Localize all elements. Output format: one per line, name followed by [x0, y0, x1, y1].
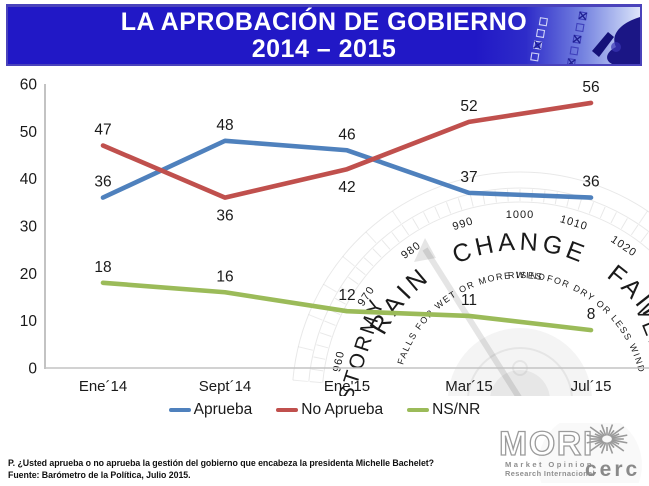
- legend-label: Aprueba: [193, 401, 253, 418]
- watermark-word-change: CHANGE: [449, 228, 588, 270]
- svg-text:CHANGE: CHANGE: [449, 228, 592, 270]
- mori-logo: MORI Market Opinion Research Internacion…: [498, 424, 595, 478]
- y-tick-label: 30: [20, 219, 38, 236]
- check-marks: [533, 11, 588, 64]
- data-label: 8: [587, 306, 596, 323]
- footnote: P. ¿Usted aprueba o no aprueba la gestió…: [8, 458, 434, 481]
- legend-label: NS/NR: [432, 401, 481, 418]
- logos-block: MORI Market Opinion Research Internacion…: [495, 423, 649, 483]
- x-tick-label: Mar´15: [445, 378, 493, 395]
- x-tick-label: Sept´14: [199, 378, 252, 395]
- legend-item-aprueba: Aprueba: [168, 401, 253, 419]
- legend: Aprueba No Aprueba NS/NR: [0, 399, 649, 421]
- mori-logo-text: MORI: [499, 425, 594, 463]
- y-tick-label: 50: [20, 124, 38, 141]
- barometer-hub: [448, 328, 592, 396]
- hand-with-pen: [592, 17, 640, 64]
- data-label: 36: [216, 208, 233, 225]
- legend-dash: [276, 407, 299, 413]
- legend-dash: [407, 407, 430, 413]
- survey-question: P. ¿Usted aprueba o no aprueba la gestió…: [8, 458, 434, 468]
- data-label: 56: [582, 79, 599, 96]
- legend-label: No Aprueba: [301, 401, 384, 418]
- cerc-logo: cerc: [585, 424, 640, 481]
- y-tick-label: 10: [20, 313, 38, 330]
- data-label: 36: [94, 174, 111, 191]
- legend-item-no-aprueba: No Aprueba: [276, 401, 383, 419]
- legend-dash: [168, 407, 191, 413]
- mori-subtitle-2: Research Internacional: [505, 469, 595, 478]
- data-label: 37: [460, 169, 477, 186]
- data-label: 11: [461, 292, 477, 309]
- mori-subtitle-1: Market Opinion: [505, 460, 594, 469]
- barometer-watermark: 960 970 980 990 1000 1010 1020 RAIN CHAN…: [292, 171, 649, 396]
- data-label: 46: [338, 126, 355, 143]
- y-tick-label: 0: [28, 361, 37, 378]
- watermark-number: 1020: [609, 234, 639, 260]
- line-chart: 960 970 980 990 1000 1010 1020 RAIN CHAN…: [20, 77, 649, 396]
- x-tick-label: Ene´14: [79, 378, 127, 395]
- y-tick-label: 20: [20, 266, 38, 283]
- y-tick-label: 40: [20, 171, 38, 188]
- data-label: 36: [582, 174, 599, 191]
- cerc-logo-text: cerc: [585, 458, 640, 481]
- watermark-number: 1000: [506, 209, 534, 221]
- data-label: 42: [338, 179, 355, 196]
- series-line-ns-nr: [100, 280, 594, 333]
- data-label: 18: [94, 259, 111, 276]
- source-note: Fuente: Barómetro de la Política, Julio …: [8, 469, 191, 480]
- barometer-needle: [414, 238, 522, 396]
- series-line-aprueba: [100, 138, 594, 200]
- watermark-number: 1010: [559, 213, 590, 233]
- y-tick-label: 60: [20, 77, 38, 94]
- ballot-checklist-art: [530, 11, 640, 64]
- title-line-2: 2014 – 2015: [251, 34, 397, 63]
- x-tick-label: Ene'15: [324, 378, 370, 395]
- data-label: 47: [94, 122, 111, 139]
- data-label: 52: [460, 98, 477, 115]
- title-line-1: LA APROBACIÓN DE GOBIERNO: [120, 7, 528, 36]
- header-banner: LA APROBACIÓN DE GOBIERNO 2014 – 2015: [6, 4, 642, 66]
- data-label: 12: [338, 287, 355, 304]
- data-label: 48: [216, 117, 233, 134]
- watermark-number: 990: [451, 215, 475, 233]
- x-tick-label: Jul´15: [571, 378, 612, 395]
- legend-item-ns-nr: NS/NR: [407, 401, 480, 419]
- data-label: 16: [216, 268, 233, 285]
- page-title: LA APROBACIÓN DE GOBIERNO 2014 – 2015: [8, 7, 640, 64]
- series-line-no-aprueba: [100, 100, 594, 200]
